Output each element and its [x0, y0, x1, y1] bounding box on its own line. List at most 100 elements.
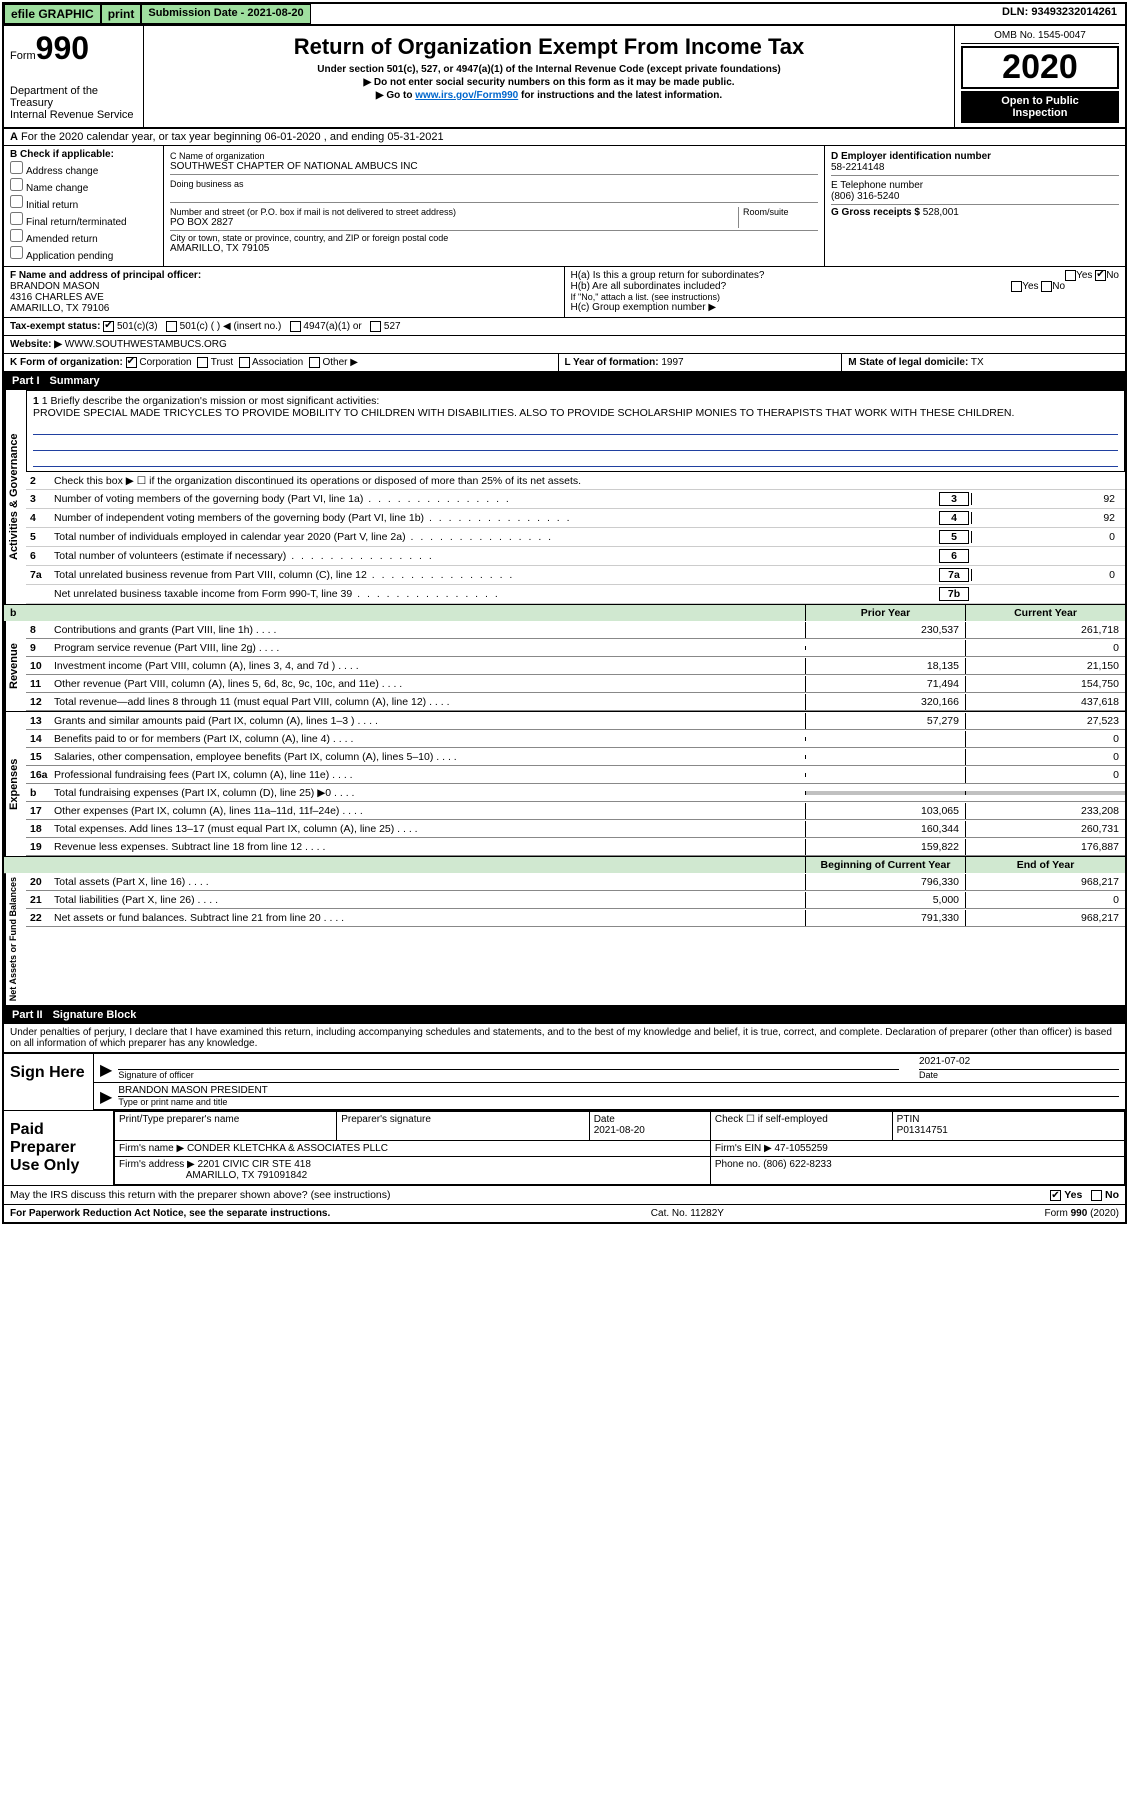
part2-header: Part II Signature Block	[4, 1006, 1125, 1024]
row-i: Tax-exempt status: 501(c)(3) 501(c) ( ) …	[4, 318, 1125, 336]
ptin: P01314751	[897, 1125, 948, 1136]
l7a-desc: Total unrelated business revenue from Pa…	[54, 569, 937, 581]
ha-yes-lbl: Yes	[1076, 270, 1092, 281]
d-label: D Employer identification number	[831, 151, 991, 162]
chk-address-change[interactable]	[10, 161, 23, 174]
b-opt-4: Amended return	[26, 234, 98, 245]
preparer-table: Print/Type preparer's name Preparer's si…	[114, 1111, 1125, 1185]
chk-501c3[interactable]	[103, 321, 114, 332]
form-title: Return of Organization Exempt From Incom…	[150, 34, 948, 60]
discuss-yes[interactable]	[1050, 1190, 1061, 1201]
table-row: 8Contributions and grants (Part VIII, li…	[26, 621, 1125, 639]
ha-yes[interactable]	[1065, 270, 1076, 281]
b-opt-5: Application pending	[26, 251, 113, 262]
part1-header: Part I Summary	[4, 372, 1125, 390]
row-a: A For the 2020 calendar year, or tax yea…	[4, 129, 1125, 146]
l-label: L Year of formation:	[565, 357, 659, 368]
ha-no-lbl: No	[1106, 270, 1119, 281]
ein: 58-2214148	[831, 162, 1119, 173]
sign-block: Sign Here ▶ Signature of officer 2021-07…	[4, 1052, 1125, 1110]
hb-yes[interactable]	[1011, 281, 1022, 292]
chk-4947[interactable]	[290, 321, 301, 332]
section-c: C Name of organization SOUTHWEST CHAPTER…	[164, 146, 825, 266]
e-label: E Telephone number	[831, 180, 1119, 191]
print-button[interactable]: print	[101, 4, 142, 24]
submission-date: Submission Date - 2021-08-20	[141, 4, 310, 24]
colhdr-current: Current Year	[965, 605, 1125, 621]
sig-officer-label: Signature of officer	[118, 1070, 899, 1080]
k-trust: Trust	[211, 357, 233, 368]
table-row: 11Other revenue (Part VIII, column (A), …	[26, 675, 1125, 693]
table-row: 15Salaries, other compensation, employee…	[26, 748, 1125, 766]
chk-501c[interactable]	[166, 321, 177, 332]
l7b-box: 7b	[939, 587, 969, 601]
arrow-icon: ▶	[100, 1060, 112, 1080]
org-name: SOUTHWEST CHAPTER OF NATIONAL AMBUCS INC	[170, 161, 818, 172]
l5-desc: Total number of individuals employed in …	[54, 531, 937, 543]
chk-amended[interactable]	[10, 229, 23, 242]
table-row: 14Benefits paid to or for members (Part …	[26, 730, 1125, 748]
hb-no-lbl: No	[1052, 281, 1065, 292]
section-revenue: Revenue 8Contributions and grants (Part …	[4, 621, 1125, 712]
firm-ein: 47-1055259	[774, 1143, 827, 1154]
discuss-no[interactable]	[1091, 1190, 1102, 1201]
chk-final-return[interactable]	[10, 212, 23, 225]
arrow-icon-2: ▶	[100, 1087, 112, 1107]
line-4: 4Number of independent voting members of…	[26, 509, 1125, 528]
table-row: 21Total liabilities (Part X, line 26) . …	[26, 891, 1125, 909]
line-7a: 7aTotal unrelated business revenue from …	[26, 566, 1125, 585]
prep-date-label: Date	[594, 1114, 615, 1125]
hb-no[interactable]	[1041, 281, 1052, 292]
k-label: K Form of organization:	[10, 357, 123, 368]
table-row: 20Total assets (Part X, line 16) . . . .…	[26, 873, 1125, 891]
chk-527[interactable]	[370, 321, 381, 332]
l7a-val: 0	[971, 569, 1121, 581]
l4-val: 92	[971, 512, 1121, 524]
l3-desc: Number of voting members of the governin…	[54, 493, 937, 505]
footer-left: For Paperwork Reduction Act Notice, see …	[10, 1208, 330, 1219]
phone-label: Phone no.	[715, 1159, 761, 1170]
firm-name: CONDER KLETCHKA & ASSOCIATES PLLC	[187, 1143, 388, 1154]
ha-no[interactable]	[1095, 270, 1106, 281]
year-formation: 1997	[661, 357, 683, 368]
dba-label: Doing business as	[170, 179, 818, 189]
sign-date: 2021-07-02	[919, 1056, 1119, 1070]
table-row: 17Other expenses (Part IX, column (A), l…	[26, 802, 1125, 820]
chk-name-change[interactable]	[10, 178, 23, 191]
chk-app-pending[interactable]	[10, 246, 23, 259]
i-4947: 4947(a)(1) or	[303, 321, 361, 332]
table-row: 9Program service revenue (Part VIII, lin…	[26, 639, 1125, 657]
efile-button[interactable]: efile GRAPHIC	[4, 4, 101, 24]
mission-text: PROVIDE SPECIAL MADE TRICYCLES TO PROVID…	[33, 407, 1118, 419]
prep-sig-label: Preparer's signature	[341, 1114, 431, 1125]
prior-current-header: b Prior Year Current Year	[4, 605, 1125, 621]
colhdr-b: b	[10, 607, 16, 619]
firm-addr2: AMARILLO, TX 791091842	[186, 1170, 308, 1181]
ha-label: H(a) Is this a group return for subordin…	[571, 270, 765, 281]
hc-label: H(c) Group exemption number ▶	[571, 302, 1120, 313]
hb-note: If "No," attach a list. (see instruction…	[571, 292, 1120, 302]
org-city: AMARILLO, TX 79105	[170, 243, 818, 254]
vlabel-governance: Activities & Governance	[4, 390, 26, 604]
table-row: 19Revenue less expenses. Subtract line 1…	[26, 838, 1125, 856]
chk-assoc[interactable]	[239, 357, 250, 368]
form990-link[interactable]: www.irs.gov/Form990	[415, 90, 518, 101]
part2-title: Signature Block	[53, 1009, 137, 1021]
l6-desc: Total number of volunteers (estimate if …	[54, 550, 937, 562]
year-box: OMB No. 1545-0047 2020 Open to Public In…	[955, 26, 1125, 127]
firm-name-label: Firm's name ▶	[119, 1143, 184, 1154]
chk-trust[interactable]	[197, 357, 208, 368]
chk-corp[interactable]	[126, 357, 137, 368]
discuss-no-lbl: No	[1105, 1189, 1119, 1201]
l5-box: 5	[939, 530, 969, 544]
chk-other[interactable]	[309, 357, 320, 368]
officer-addr1: 4316 CHARLES AVE	[10, 292, 104, 303]
vlabel-netassets: Net Assets or Fund Balances	[4, 873, 26, 1005]
footer-mid: Cat. No. 11282Y	[651, 1208, 724, 1219]
line-7b: Net unrelated business taxable income fr…	[26, 585, 1125, 604]
officer-name: BRANDON MASON	[10, 281, 99, 292]
table-row: 10Investment income (Part VIII, column (…	[26, 657, 1125, 675]
mission-q: 1 Briefly describe the organization's mi…	[42, 395, 380, 407]
subtitle-1: Under section 501(c), 527, or 4947(a)(1)…	[150, 64, 948, 75]
chk-initial-return[interactable]	[10, 195, 23, 208]
